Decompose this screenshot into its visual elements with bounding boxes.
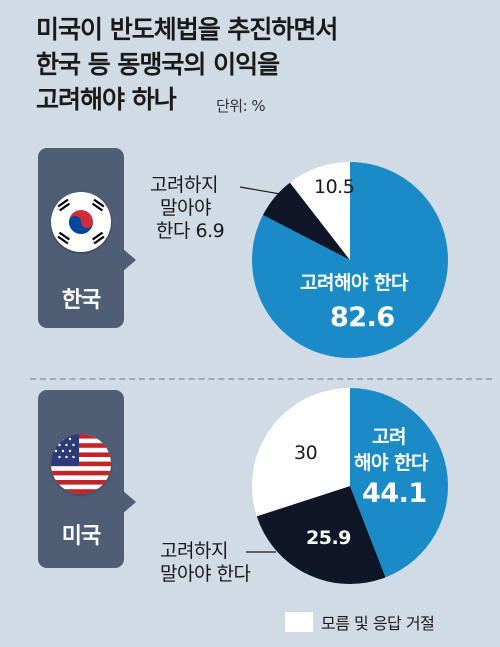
usa-unknown-label: 30 — [294, 442, 318, 464]
usa-consider-line-2: 해야 한다 — [354, 452, 429, 474]
title-line-2: 한국 등 동맹국의 이익을 — [36, 50, 280, 79]
section-divider — [30, 378, 492, 380]
legend: 모름 및 응답 거절 — [285, 610, 435, 634]
legend-label-unknown: 모름 및 응답 거절 — [321, 614, 435, 633]
usa-card-pointer — [122, 490, 136, 514]
usa-not-label: 고려하지 말아야 한다 — [160, 540, 251, 586]
korea-not-leader-line — [239, 186, 287, 196]
korea-card-pointer — [122, 248, 136, 272]
korea-card: 한국 — [38, 148, 124, 328]
usa-not-line-2: 말아야 한다 — [160, 563, 251, 585]
usa-consider-value: 44.1 — [362, 478, 427, 509]
usa-not-leader-line — [246, 551, 276, 553]
usa-pie-chart — [252, 388, 448, 584]
usa-slice-not — [256, 486, 386, 584]
legend-swatch-unknown — [285, 612, 313, 632]
usa-card: 미국 — [38, 390, 124, 568]
usa-not-line-1: 고려하지 — [160, 540, 228, 562]
korea-country-label: 한국 — [61, 288, 101, 313]
korea-not-line-1: 고려하지 — [150, 174, 218, 196]
korea-not-line-3: 한다 6.9 — [156, 220, 225, 242]
korea-slice-unknown — [289, 162, 350, 260]
korea-unknown-label: 10.5 — [314, 176, 355, 198]
korea-not-label: 고려하지 말아야 한다 6.9 — [150, 174, 225, 243]
korea-not-line-2: 말아야 — [160, 197, 211, 219]
usa-slice-consider — [350, 388, 448, 578]
korea-pie-chart — [252, 162, 448, 358]
usa-slice-unknown — [252, 388, 350, 517]
title-line-3: 고려해야 하나 — [36, 85, 177, 114]
usa-country-label: 미국 — [61, 524, 101, 549]
usa-not-value: 25.9 — [306, 527, 351, 549]
title-line-1: 미국이 반도체법을 추진하면서 — [36, 15, 338, 44]
usa-flag-icon — [51, 434, 111, 494]
unit-label: 단위: % — [216, 97, 266, 115]
chart-title: 미국이 반도체법을 추진하면서 한국 등 동맹국의 이익을 고려해야 하나 — [36, 12, 338, 117]
korea-flag-icon — [51, 192, 111, 252]
korea-consider-value: 82.6 — [330, 302, 395, 333]
usa-consider-line-1: 고려 — [372, 426, 406, 448]
korea-slice-not — [262, 182, 350, 260]
korea-consider-label: 고려해야 한다 — [300, 272, 409, 294]
